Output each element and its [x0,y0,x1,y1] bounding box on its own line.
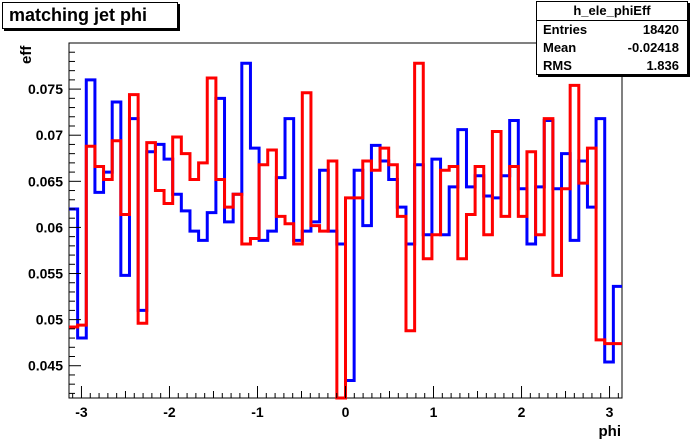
x-axis-label: phi [599,423,622,440]
y-tick-label: 0.075 [28,81,63,97]
series-layer [69,61,622,400]
y-tick-label: 0.07 [36,127,63,143]
y-tick-label: 0.055 [28,266,63,282]
stats-box: h_ele_phiEff Entries 18420 Mean -0.02418… [536,1,688,75]
y-tick-label: 0.045 [28,358,63,374]
stats-rms-label: RMS [543,58,572,73]
stats-mean-label: Mean [543,40,577,55]
x-tick-label: 0 [342,404,350,420]
x-tick-label: 2 [518,404,526,420]
x-tick-label: -2 [163,404,176,420]
stats-mean-value: -0.02418 [627,40,679,55]
x-tick-label: -1 [251,404,264,420]
y-tick-label: 0.06 [36,219,63,235]
stats-row-rms: RMS 1.836 [537,57,687,75]
x-tick-label: -3 [75,404,88,420]
stats-rms-value: 1.836 [646,58,679,73]
stats-row-mean: Mean -0.02418 [537,39,687,57]
series-red-line [69,61,622,400]
stats-entries-label: Entries [543,22,588,37]
x-tick-label: 1 [430,404,438,420]
y-axis-label: eff [18,45,35,64]
stats-row-entries: Entries 18420 [537,21,687,39]
stats-histogram-name: h_ele_phiEff [537,2,687,21]
chart-title: matching jet phi [2,2,178,29]
x-tick-label: 3 [606,404,614,420]
y-tick-label: 0.065 [28,173,63,189]
stats-entries-value: 18420 [642,22,679,37]
axis-layer: -3 -2 -1 0 1 2 3 0.045 0.05 0.055 0.06 0.065 0.07 0.0… [28,42,619,420]
y-tick-label: 0.05 [36,312,63,328]
